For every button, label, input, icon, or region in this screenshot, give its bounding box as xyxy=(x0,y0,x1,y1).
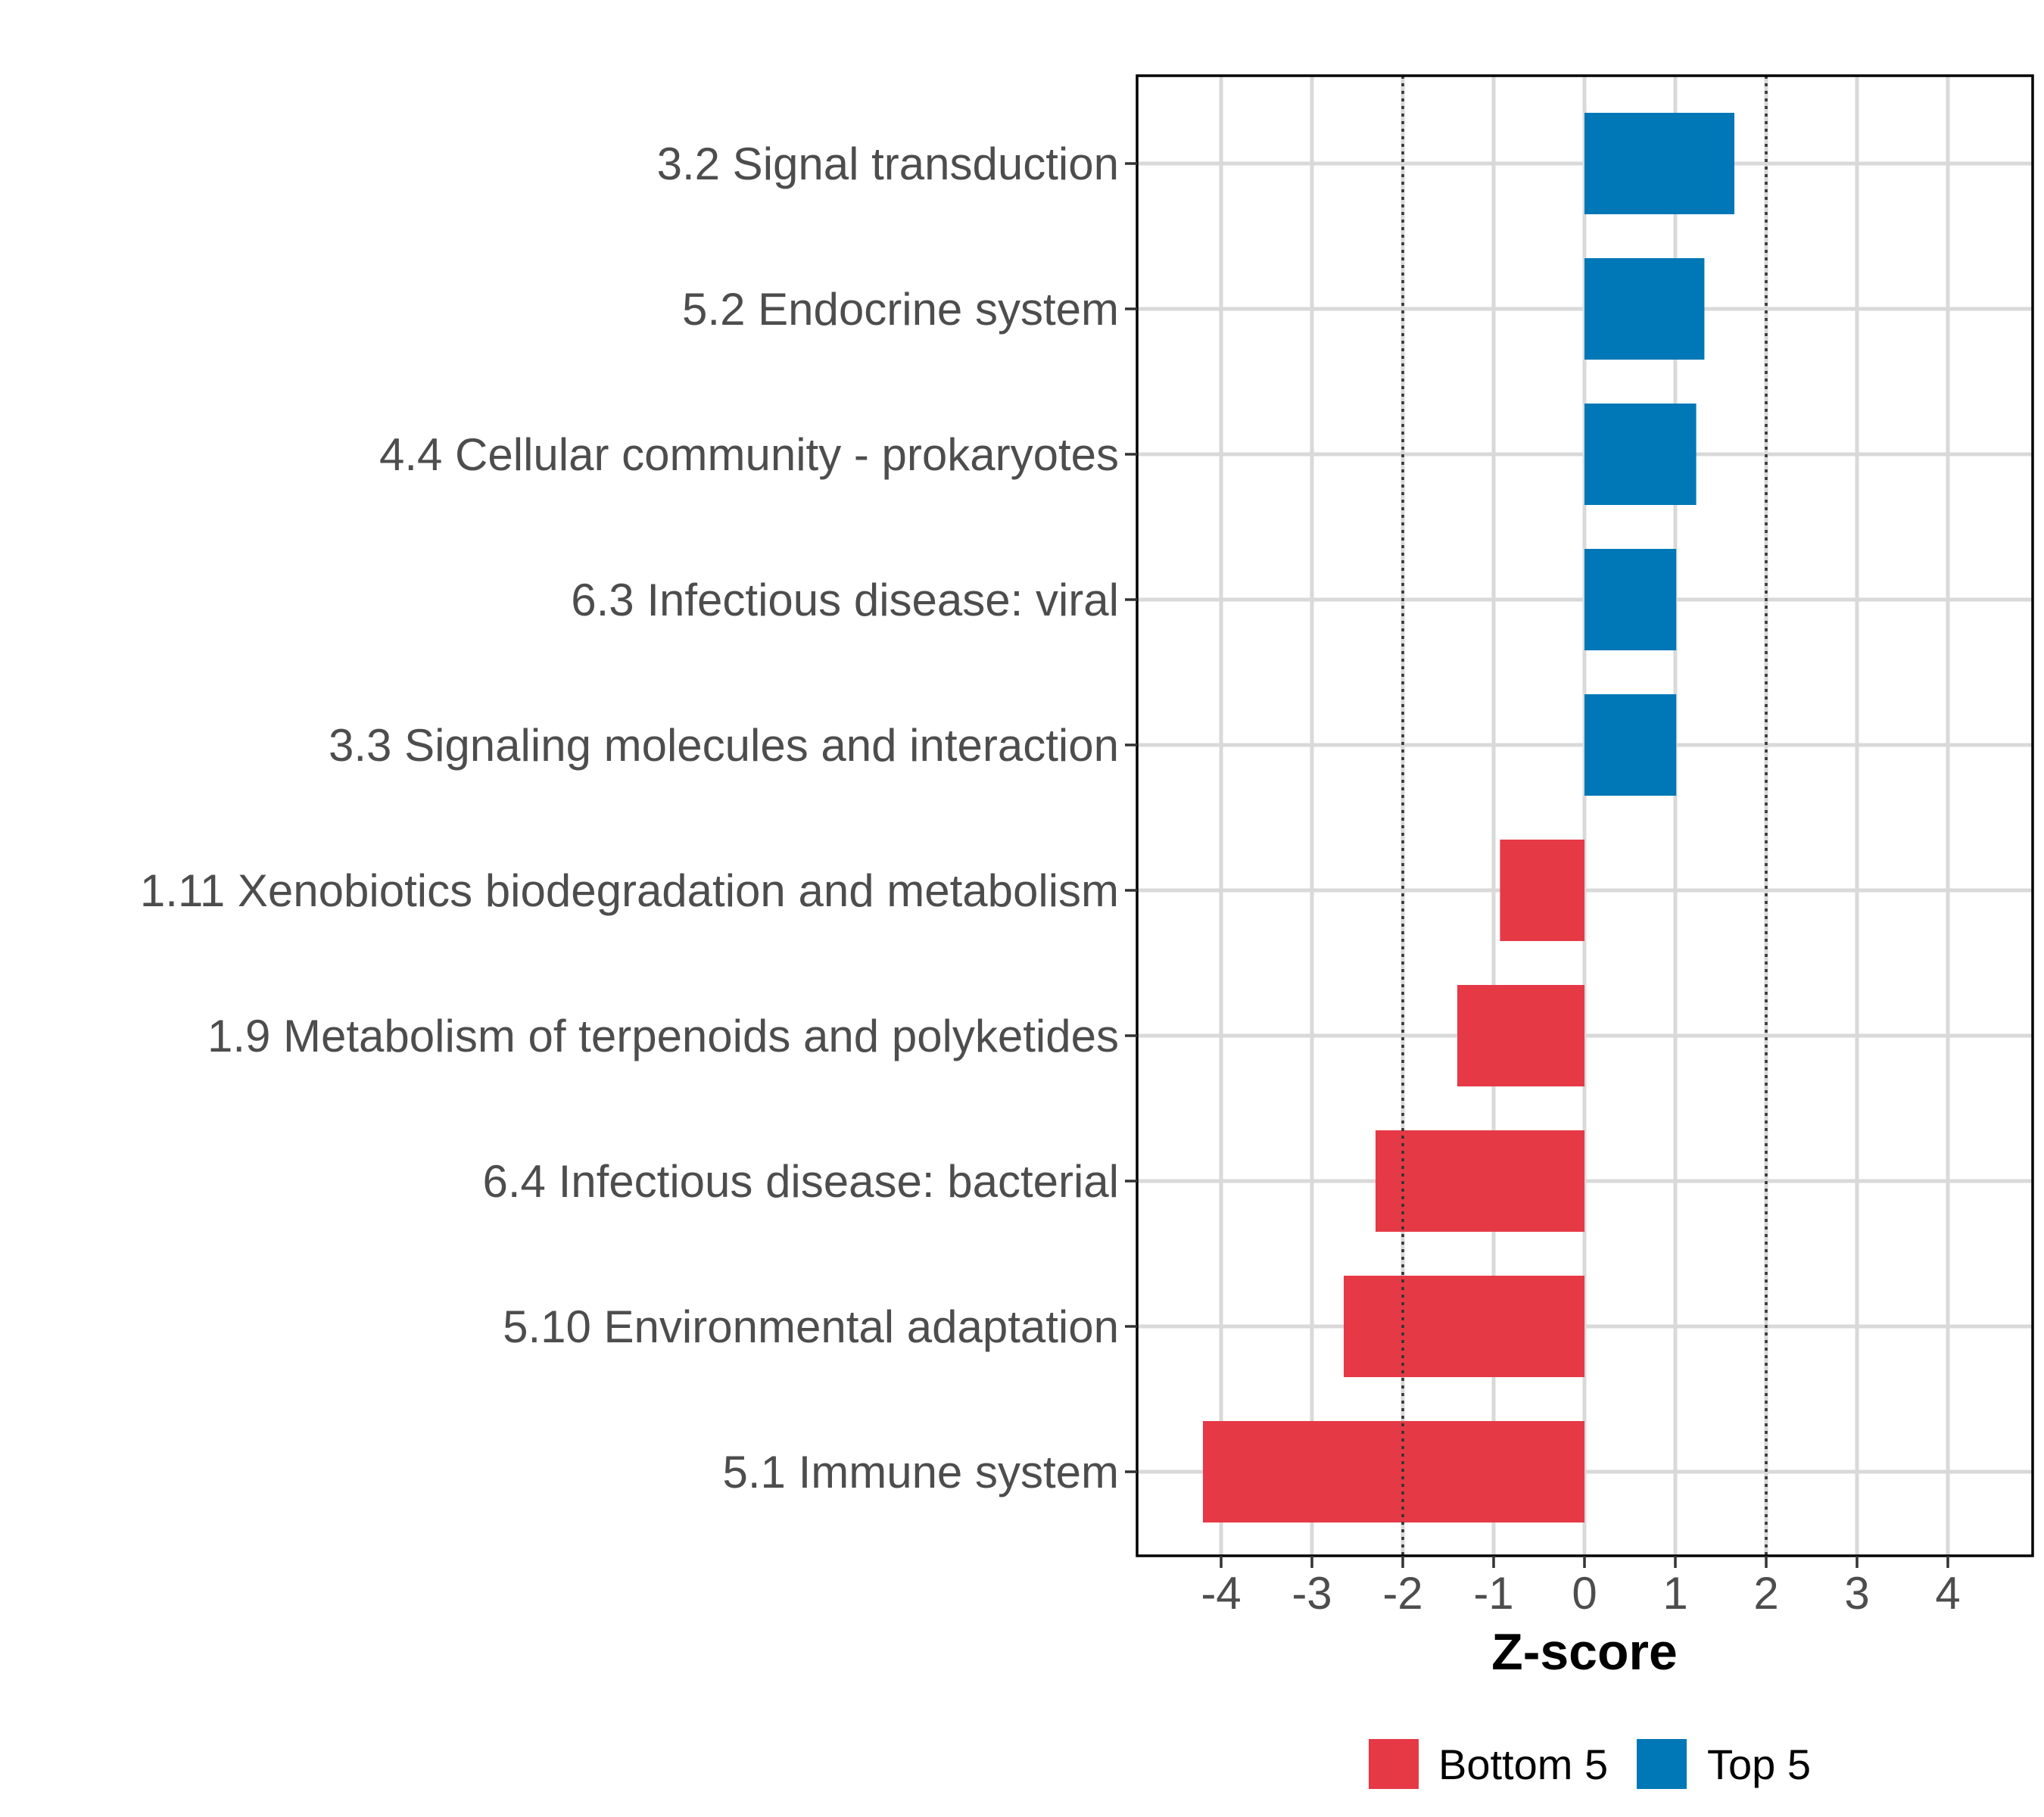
bar-5-10-environmental-adaptation xyxy=(1344,1276,1584,1377)
x-tick-label: 3 xyxy=(1844,1568,1869,1619)
bars xyxy=(1203,113,1734,1522)
x-tick-label: -4 xyxy=(1201,1568,1241,1619)
category-label-3-2-signal-transduction: 3.2 Signal transduction xyxy=(657,139,1119,189)
category-label-5-10-environmental-adaptation: 5.10 Environmental adaptation xyxy=(503,1301,1119,1352)
legend-label-top-5: Top 5 xyxy=(1707,1741,1811,1788)
legend-label-bottom-5: Bottom 5 xyxy=(1438,1741,1608,1788)
bar-5-1-immune-system xyxy=(1203,1421,1584,1522)
x-tick-label: 0 xyxy=(1572,1568,1597,1619)
bar-3-2-signal-transduction xyxy=(1584,113,1734,214)
x-axis: -4 -3 -2 -1 0 1 2 3 4 xyxy=(1201,1556,1961,1619)
x-tick-label: 1 xyxy=(1662,1568,1687,1619)
legend-swatch-top-5 xyxy=(1637,1739,1687,1789)
category-label-6-4-infectious-disease-bacterial: 6.4 Infectious disease: bacterial xyxy=(483,1156,1120,1207)
category-label-5-2-endocrine-system: 5.2 Endocrine system xyxy=(682,284,1119,335)
category-label-1-9-metabolism-of-terpenoids-and-polyketides: 1.9 Metabolism of terpenoids and polyket… xyxy=(207,1011,1119,1061)
bar-4-4-cellular-community-prokaryotes xyxy=(1584,404,1697,505)
bar-1-11-xenobiotics-biodegradation-and-metabolism xyxy=(1500,840,1584,941)
category-label-4-4-cellular-community-prokaryotes: 4.4 Cellular community - prokaryotes xyxy=(379,429,1119,480)
x-tick-label: -3 xyxy=(1292,1568,1332,1619)
bar-3-3-signaling-molecules-and-interaction xyxy=(1584,694,1677,796)
x-tick-label: 2 xyxy=(1753,1568,1778,1619)
bar-5-2-endocrine-system xyxy=(1584,258,1705,360)
category-label-5-1-immune-system: 5.1 Immune system xyxy=(722,1447,1119,1498)
bar-6-3-infectious-disease-viral xyxy=(1584,549,1677,650)
bar-1-9-metabolism-of-terpenoids-and-polyketides xyxy=(1457,985,1584,1086)
y-axis: 3.2 Signal transduction 5.2 Endocrine sys… xyxy=(140,139,1137,1498)
x-tick-label: -2 xyxy=(1382,1568,1422,1619)
category-label-3-3-signaling-molecules-and-interaction: 3.3 Signaling molecules and interaction xyxy=(329,720,1119,771)
bar-6-4-infectious-disease-bacterial xyxy=(1376,1130,1584,1232)
category-label-6-3-infectious-disease-viral: 6.3 Infectious disease: viral xyxy=(571,575,1119,625)
vertical-gridlines xyxy=(1219,76,1950,1556)
x-tick-label: 4 xyxy=(1935,1568,1960,1619)
category-label-1-11-xenobiotics-biodegradation-and-metabolism: 1.11 Xenobiotics biodegradation and meta… xyxy=(140,865,1119,916)
x-axis-title: Z-score xyxy=(1491,1623,1678,1681)
legend: Bottom 5 Top 5 xyxy=(1369,1739,1811,1789)
legend-swatch-bottom-5 xyxy=(1369,1739,1419,1789)
x-tick-label: -1 xyxy=(1473,1568,1513,1619)
